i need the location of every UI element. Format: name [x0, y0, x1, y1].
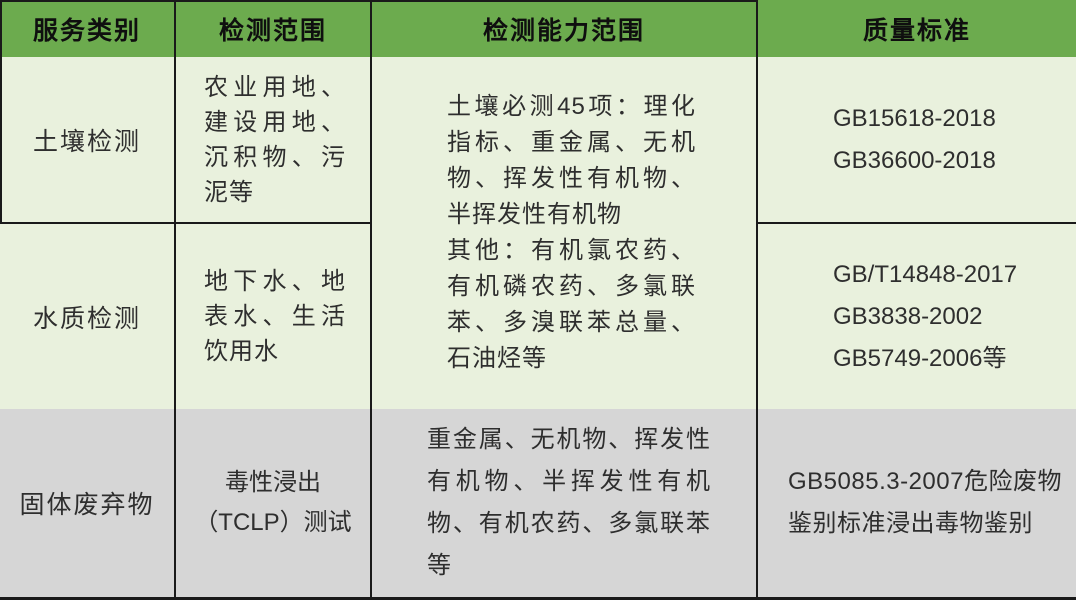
cell-waste-capability: 重金属、无机物、挥发性有机物、半挥发性有机物、有机农药、多氯联苯等	[372, 409, 758, 597]
header-cell-scope: 检测范围	[176, 0, 372, 57]
water-standard-2: GB3838-2002	[833, 302, 983, 330]
capability-paragraph-required: 土壤必测45项：理化指标、重金属、无机物、挥发性有机物、半挥发性有机物	[447, 93, 696, 228]
capability-paragraph-other: 其他：有机氯农药、有机磷农药、多氯联苯、多溴联苯总量、石油烃等	[447, 237, 696, 372]
cell-soil-standards: GB15618-2018 GB36600-2018	[758, 57, 1076, 224]
cell-soil-service: 土壤检测	[0, 57, 176, 224]
cell-soil-scope: 农业用地、建设用地、沉积物、污泥等	[176, 57, 372, 224]
cell-waste-standards: GB5085.3-2007危险废物鉴别标准浸出毒物鉴别	[758, 409, 1076, 597]
header-label-standards: 质量标准	[862, 16, 971, 45]
waste-scope-line-1: 毒性浸出	[225, 469, 321, 496]
soil-standard-2: GB36600-2018	[833, 146, 996, 174]
header-cell-service-category: 服务类别	[0, 0, 176, 57]
soil-scope-text: 农业用地、建设用地、沉积物、污泥等	[204, 73, 346, 206]
cell-water-scope: 地下水、地表水、生活饮用水	[176, 224, 372, 409]
table-top-border	[0, 0, 758, 2]
water-scope-text: 地下水、地表水、生活饮用水	[204, 268, 346, 365]
water-standard-3: GB5749-2006等	[833, 344, 1007, 372]
header-cell-standards: 质量标准	[758, 0, 1076, 57]
header-label-service-category: 服务类别	[32, 16, 141, 45]
waste-capability-text: 重金属、无机物、挥发性有机物、半挥发性有机物、有机农药、多氯联苯等	[427, 426, 711, 579]
water-service-label: 水质检测	[32, 304, 141, 333]
waste-standard-1: GB5085.3-2007危险废物鉴别标准浸出毒物鉴别	[788, 468, 1062, 537]
waste-service-label: 固体废弃物	[19, 491, 155, 519]
table-left-border	[0, 0, 2, 224]
soil-standard-1: GB15618-2018	[833, 104, 996, 132]
header-label-capability: 检测能力范围	[482, 16, 645, 45]
soil-service-label: 土壤检测	[32, 127, 141, 156]
header-label-scope: 检测范围	[218, 16, 327, 45]
cell-water-standards: GB/T14848-2017 GB3838-2002 GB5749-2006等	[758, 224, 1076, 409]
cell-waste-service: 固体废弃物	[0, 409, 176, 597]
water-standard-1: GB/T14848-2017	[833, 260, 1018, 288]
waste-scope-line-2: （TCLP）测试	[194, 509, 352, 536]
cell-water-service: 水质检测	[0, 224, 176, 409]
header-cell-capability: 检测能力范围	[372, 0, 758, 57]
cell-soil-water-capability: 土壤必测45项：理化指标、重金属、无机物、挥发性有机物、半挥发性有机物 其他：有…	[372, 57, 758, 409]
cell-waste-scope: 毒性浸出 （TCLP）测试	[176, 409, 372, 597]
